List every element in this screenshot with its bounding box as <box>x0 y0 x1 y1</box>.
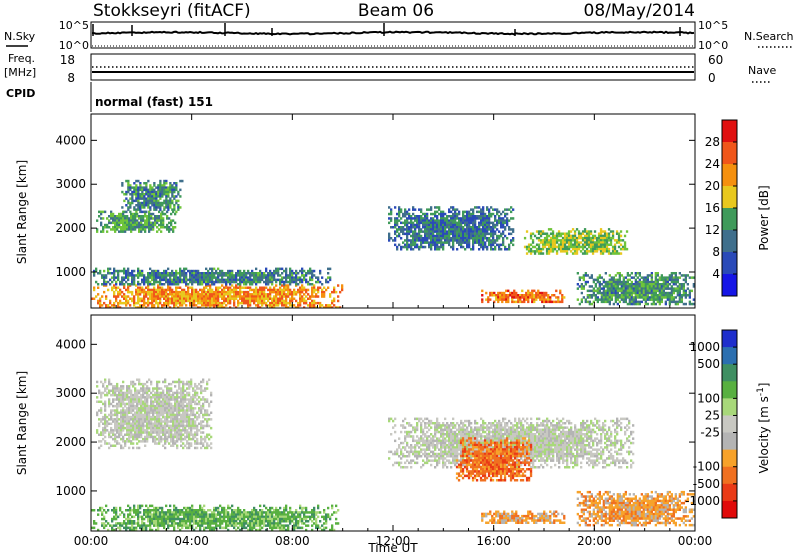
colorbar-segment <box>722 432 737 451</box>
beam-title: Beam 06 <box>358 1 434 21</box>
y-tick-label: 1000 <box>55 265 86 279</box>
colorbar-segment <box>722 208 737 231</box>
nsearch-tick-bottom: 10^0 <box>698 39 728 52</box>
x-tick-label: 00:00 <box>678 534 713 548</box>
power-colorbar-tick: 12 <box>705 223 720 237</box>
date-title: 08/May/2014 <box>584 1 696 21</box>
velocity-colorbar-tick: -25 <box>700 426 720 440</box>
echo-patch <box>96 210 177 233</box>
power-colorbar-tick: 8 <box>712 245 720 259</box>
power-colorbar-tick: 24 <box>705 157 720 171</box>
velocity-colorbar-tick: 1000 <box>689 340 720 354</box>
colorbar-segment <box>722 398 737 416</box>
colorbar-segment <box>722 500 737 519</box>
velocity-panel: 1000 2000 3000 4000 00:00 04:00 08:00 12:00 16:0… <box>15 314 713 548</box>
nsky-tick-bottom: 10^0 <box>59 39 89 52</box>
power-colorbar-tick: 4 <box>712 267 720 281</box>
echo-patch <box>93 267 332 286</box>
power-colorbar-label: Power [dB] <box>757 185 771 250</box>
cpid-strip: CPID normal (fast) 151 <box>6 82 213 112</box>
cpid-label: CPID <box>6 87 35 100</box>
echo-patch <box>481 510 566 524</box>
colorbar-segment <box>722 330 737 348</box>
power-colorbar: 4 8 12 16 20 24 28 <box>705 119 738 297</box>
freq-unit: [MHz] <box>4 66 36 79</box>
freq-label: Freq. <box>8 52 35 65</box>
colorbar-segment <box>722 186 737 209</box>
x-tick-label: 08:00 <box>275 534 310 548</box>
velocity-colorbar-tick: -500 <box>693 477 720 491</box>
power-panel: 1000 2000 3000 4000 Slant Range [km] <box>15 113 696 309</box>
nsearch-label: N.Search <box>744 30 794 43</box>
y-tick-label: 4000 <box>55 133 86 147</box>
y-tick-label: 1000 <box>55 484 86 498</box>
y-tick-label: 2000 <box>55 435 86 449</box>
echo-patch <box>96 378 213 450</box>
nsky-label: N.Sky <box>4 30 36 43</box>
colorbar-segment <box>722 347 737 365</box>
x-tick-label: 16:00 <box>476 534 511 548</box>
velocity-colorbar-tick: -100 <box>693 460 720 474</box>
nsky-tick-top: 10^5 <box>59 19 89 32</box>
x-tick-label: 12:00 <box>376 534 411 548</box>
y-tick-label: 4000 <box>55 337 86 351</box>
echo-patch <box>455 437 533 482</box>
echo-patch <box>388 417 635 469</box>
y-tick-label: 2000 <box>55 221 86 235</box>
velocity-colorbar-label: Velocity [m s-1] <box>756 383 771 474</box>
x-tick-label: 04:00 <box>174 534 209 548</box>
echo-patch <box>576 272 695 306</box>
velocity-plot-area <box>91 378 695 531</box>
y-tick-label: 3000 <box>55 386 86 400</box>
velocity-ylabel: Slant Range [km] <box>15 371 29 475</box>
power-plot-area <box>91 179 695 308</box>
velocity-colorbar-tick: 25 <box>705 408 720 422</box>
velocity-colorbar-tick: 500 <box>697 357 720 371</box>
colorbar-segment <box>722 415 737 434</box>
power-colorbar-tick: 16 <box>705 201 720 215</box>
x-tick-label: 00:00 <box>74 534 109 548</box>
power-colorbar-tick: 20 <box>705 179 720 193</box>
freq-strip: 18 8 60 0 Freq. [MHz] Nave <box>4 52 776 85</box>
freq-tick-top: 18 <box>60 53 75 67</box>
colorbar-segment <box>722 252 737 275</box>
colorbar-segment <box>722 164 737 187</box>
colorbar-segment <box>722 274 737 297</box>
echo-patch <box>121 179 184 214</box>
colorbar-segment <box>722 364 737 382</box>
freq-tick-bottom: 8 <box>67 71 75 85</box>
colorbar-segment <box>722 381 737 399</box>
nave-tick-top: 60 <box>708 53 723 67</box>
echo-patch <box>576 490 695 527</box>
nsearch-tick-top: 10^5 <box>698 19 728 32</box>
x-tick-label: 20:00 <box>577 534 612 548</box>
echo-patch <box>388 206 515 251</box>
echo-patch <box>91 504 340 531</box>
y-tick-label: 3000 <box>55 177 86 191</box>
station-title: Stokkseyri (fitACF) <box>93 1 251 21</box>
echo-patch <box>481 289 566 304</box>
nsky-trace <box>92 30 695 36</box>
time-axis-label: Time UT <box>367 541 418 554</box>
nave-tick-bottom: 0 <box>708 71 716 85</box>
colorbar-segment <box>722 142 737 165</box>
colorbar-segment <box>722 120 737 143</box>
power-colorbar-tick: 28 <box>705 135 720 149</box>
nave-label: Nave <box>748 64 776 77</box>
colorbar-segment <box>722 230 737 253</box>
colorbar-segment <box>722 449 737 468</box>
velocity-colorbar: 1000 500 100 25 -25 -100 -500 -1000 <box>685 329 738 519</box>
cpid-value: normal (fast) 151 <box>95 95 213 109</box>
colorbar-segment <box>722 466 737 485</box>
power-ylabel: Slant Range [km] <box>15 160 29 264</box>
nsky-strip: 10^5 10^0 10^5 10^0 N.Sky N.Search <box>4 19 794 52</box>
echo-patch <box>523 228 629 255</box>
velocity-colorbar-tick: -1000 <box>685 494 720 508</box>
colorbar-segment <box>722 483 737 502</box>
velocity-colorbar-tick: 100 <box>697 391 720 405</box>
